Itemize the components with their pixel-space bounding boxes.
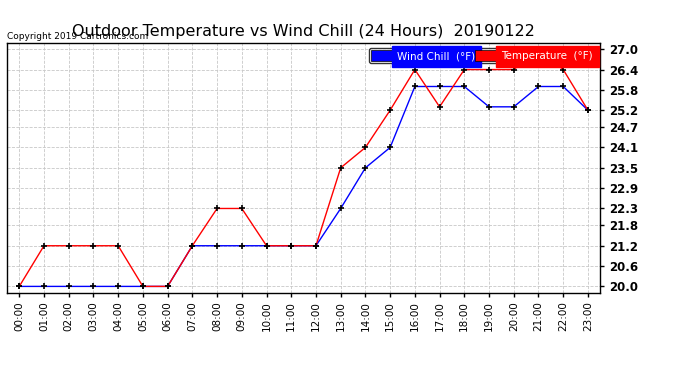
Legend: Wind Chill  (°F), Temperature  (°F): Wind Chill (°F), Temperature (°F)	[369, 48, 595, 63]
Title: Outdoor Temperature vs Wind Chill (24 Hours)  20190122: Outdoor Temperature vs Wind Chill (24 Ho…	[72, 24, 535, 39]
Text: Copyright 2019 Cartronics.com: Copyright 2019 Cartronics.com	[7, 32, 148, 40]
